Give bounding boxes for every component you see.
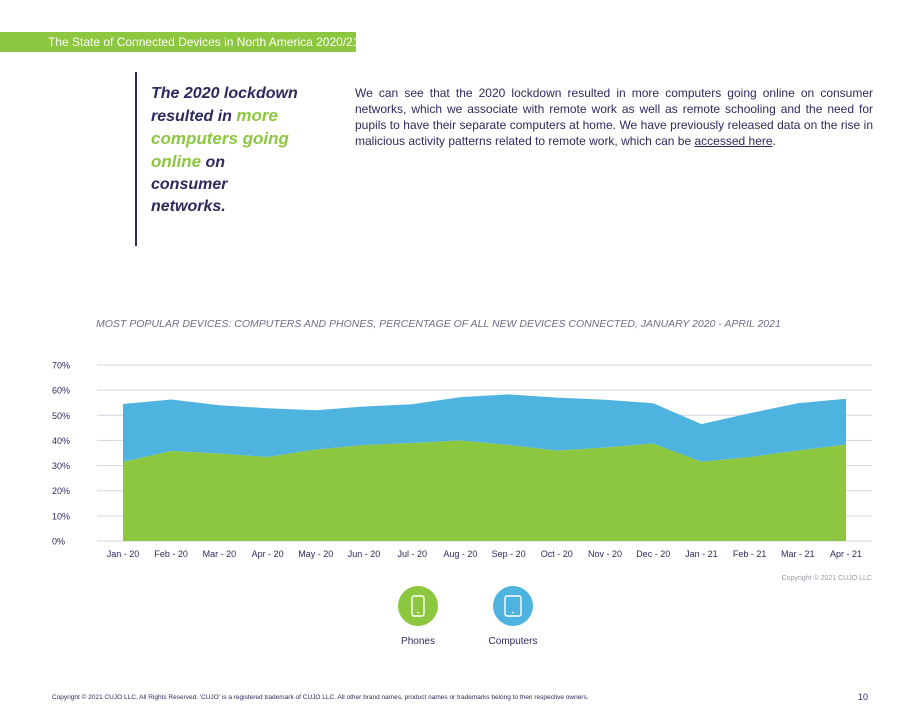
y-tick-label: 20% [52, 486, 70, 496]
page-number: 10 [857, 692, 868, 702]
x-tick-label: Dec - 20 [636, 549, 670, 559]
body-text-end: . [772, 134, 776, 148]
legend-swatch-phones [398, 586, 438, 626]
x-tick-label: Apr - 21 [830, 549, 862, 559]
area-series-computers [123, 394, 846, 462]
area-series-phones [123, 440, 846, 541]
body-paragraph: We can see that the 2020 lockdown result… [355, 85, 873, 149]
y-tick-label: 60% [52, 386, 70, 396]
accessed-here-link[interactable]: accessed here [694, 134, 773, 148]
legend-item-phones: Phones [378, 586, 458, 647]
y-tick-label: 70% [52, 361, 70, 371]
legend-item-computers: Computers [473, 586, 553, 647]
legend-swatch-computers [493, 586, 533, 626]
y-tick-label: 40% [52, 436, 70, 446]
x-tick-label: Apr - 20 [252, 549, 284, 559]
phone-icon [411, 595, 425, 617]
pull-quote: The 2020 lockdown resulted in more compu… [151, 83, 301, 218]
y-tick-label: 50% [52, 411, 70, 421]
chart-title: MOST POPULAR DEVICES: COMPUTERS AND PHON… [96, 318, 781, 330]
area-chart: 0% 10% 20% 30% 40% 50% 60% 70% Jan - 20 Feb - 20 M… [52, 361, 872, 559]
x-tick-label: Feb - 21 [733, 549, 767, 559]
y-tick-label: 10% [52, 511, 70, 521]
x-tick-label: Aug - 20 [443, 549, 477, 559]
x-tick-label: Jun - 20 [348, 549, 381, 559]
body-text: We can see that the 2020 lockdown result… [355, 86, 873, 148]
legend-label-phones: Phones [401, 636, 435, 647]
pull-quote-part2: on consumer networks. [151, 154, 228, 215]
y-tick-label: 0% [52, 537, 65, 547]
tablet-icon [504, 595, 522, 617]
x-tick-label: Jan - 20 [107, 549, 140, 559]
chart-copyright: Copyright © 2021 CUJO LLC [781, 575, 872, 582]
x-tick-label: Mar - 20 [203, 549, 237, 559]
x-tick-label: Sep - 20 [492, 549, 526, 559]
quote-divider [135, 72, 137, 246]
x-tick-label: Nov - 20 [588, 549, 622, 559]
pull-quote-part1: The 2020 lockdown resulted in [151, 85, 298, 125]
footer-copyright: Copyright © 2021 CUJO LLC. All Rights Re… [52, 694, 589, 701]
legend-label-computers: Computers [488, 636, 538, 647]
x-tick-label: Jan - 21 [685, 549, 718, 559]
x-tick-label: Jul - 20 [397, 549, 427, 559]
x-tick-label: Feb - 20 [154, 549, 188, 559]
y-tick-label: 30% [52, 461, 70, 471]
x-tick-label: May - 20 [298, 549, 333, 559]
report-title: The State of Connected Devices in North … [48, 35, 360, 49]
x-tick-label: Mar - 21 [781, 549, 815, 559]
report-header-bar: The State of Connected Devices in North … [0, 32, 360, 52]
pull-quote-highlight: more computers going online [151, 106, 289, 171]
x-tick-label: Oct - 20 [541, 549, 573, 559]
